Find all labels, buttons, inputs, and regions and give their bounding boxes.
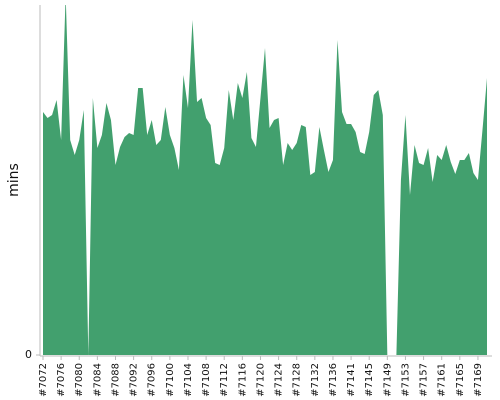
x-tick-label: #7161: [437, 363, 448, 397]
x-tick-label: #7153: [400, 363, 411, 397]
x-tick-label: #7169: [473, 363, 484, 397]
x-tick-label: #7132: [310, 363, 321, 397]
x-tick-label: #7100: [165, 363, 176, 397]
x-tick-label: #7092: [129, 363, 140, 397]
x-tick-label: #7072: [38, 363, 49, 397]
area: [43, 5, 487, 355]
x-tick-label: #7116: [237, 363, 248, 397]
x-tick-label: #7080: [74, 363, 85, 397]
x-tick-label: #7104: [183, 363, 194, 397]
x-tick-label: #7112: [219, 363, 230, 397]
x-tick-label: #7124: [274, 363, 285, 397]
x-tick-label: #7141: [346, 363, 357, 397]
x-tick-label: #7157: [419, 363, 430, 397]
x-tick-label: #7136: [328, 363, 339, 397]
x-tick-label: #7076: [56, 363, 67, 397]
x-tick-label: #7165: [455, 363, 466, 397]
x-tick-label: #7120: [255, 363, 266, 397]
x-tick-label: #7108: [201, 363, 212, 397]
y-axis-label: mins: [6, 163, 22, 197]
x-tick-label: #7096: [147, 363, 158, 397]
x-tick-label: #7128: [292, 363, 303, 397]
x-tick-label: #7145: [364, 363, 375, 397]
x-tick-label: #7084: [92, 363, 103, 397]
x-tick-label: #7088: [110, 363, 121, 397]
y-tick-label: 0: [25, 348, 32, 361]
x-tick-label: #7149: [382, 363, 393, 397]
